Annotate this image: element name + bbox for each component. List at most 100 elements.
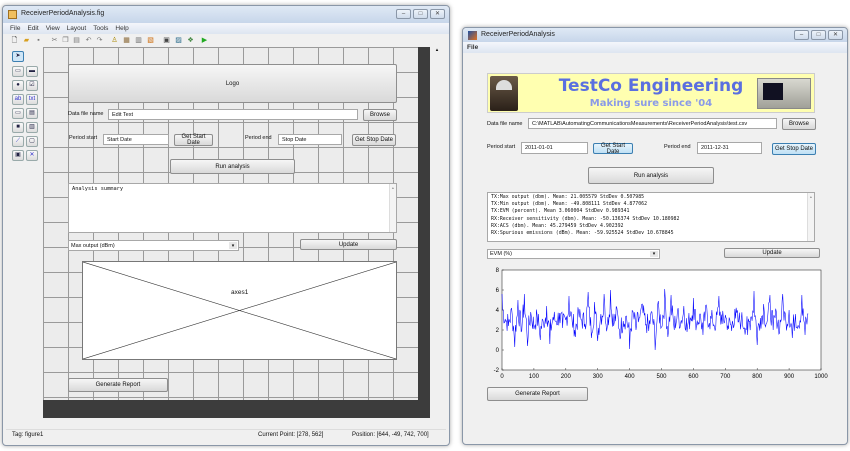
select-icon[interactable]: ➤ <box>12 51 24 62</box>
panel-icon[interactable]: ▢ <box>26 136 38 147</box>
app-generate-report-button[interactable]: Generate Report <box>487 387 588 401</box>
status-tag: Tag: figure1 <box>12 432 44 438</box>
x-tick-label: 500 <box>656 374 667 380</box>
vertical-scrollbar[interactable]: ▴ <box>435 47 439 53</box>
analysis-summary-listbox[interactable]: Analysis summary ▴ <box>68 183 397 233</box>
toolbar-editor-icon[interactable]: ▧ <box>147 37 154 44</box>
app-stop-date-input[interactable]: 2011-12-31 <box>697 142 762 154</box>
logo-banner: TestCo Engineering Making sure since '04 <box>487 73 815 113</box>
app-summary-scrollbar[interactable]: ▴ <box>807 193 814 241</box>
summary-scrollbar[interactable]: ▴ <box>389 184 396 232</box>
axes-placeholder[interactable]: axes1 <box>82 261 397 360</box>
paste-icon[interactable]: ▤ <box>73 37 80 44</box>
undo-icon[interactable]: ↶ <box>85 37 92 44</box>
x-tick-label: 300 <box>593 374 604 380</box>
logo-title: TestCo Engineering <box>558 76 744 96</box>
redo-icon[interactable]: ↷ <box>96 37 103 44</box>
menu-layout[interactable]: Layout <box>66 25 87 32</box>
period-end-label: Period end <box>245 135 272 141</box>
edit-text-icon[interactable]: ab <box>12 94 24 105</box>
toggle-button-icon[interactable]: ■ <box>12 122 24 133</box>
canvas-dark-bottom <box>43 400 430 418</box>
logo-placeholder[interactable]: Logo <box>68 64 397 103</box>
axes-label: axes1 <box>231 289 249 296</box>
get-stop-date-button[interactable]: Get Stop Date <box>352 134 396 146</box>
app-measurement-popup[interactable]: EVM (%) ▾ <box>487 249 660 259</box>
stop-date-input[interactable]: Stop Date <box>278 134 342 145</box>
app-browse-button[interactable]: Browse <box>782 118 816 130</box>
app-menu-file[interactable]: File <box>467 44 479 51</box>
app-start-date-input[interactable]: 2011-01-01 <box>521 142 588 154</box>
table-icon[interactable]: ▥ <box>26 122 38 133</box>
listbox-icon[interactable]: ▤ <box>26 108 38 119</box>
app-popup-value: EVM (%) <box>490 251 512 257</box>
summary-line: RX:Spurious emissions (dBm). Mean: -59.9… <box>491 230 674 237</box>
menu-help[interactable]: Help <box>115 25 129 32</box>
data-file-label: Data file name <box>68 111 104 117</box>
maximize-button[interactable]: □ <box>413 9 428 19</box>
menu-edit[interactable]: Edit <box>27 25 39 32</box>
y-tick-label: 8 <box>496 268 500 274</box>
button-group-icon[interactable]: ▣ <box>12 150 24 161</box>
popup-menu-icon[interactable]: ▭ <box>12 108 24 119</box>
axes-icon[interactable]: ⟋ <box>12 136 24 147</box>
object-browser-icon[interactable]: ❖ <box>187 37 194 44</box>
y-tick-label: -2 <box>494 368 500 374</box>
update-button[interactable]: Update <box>300 239 397 250</box>
activex-icon[interactable]: ✕ <box>26 150 38 161</box>
y-tick-label: 6 <box>496 288 500 294</box>
menu-view[interactable]: View <box>45 25 60 32</box>
measurement-popup[interactable]: Max output (dBm) ▾ <box>68 240 239 251</box>
start-date-input[interactable]: Start Date <box>103 134 169 145</box>
align-icon[interactable]: ♙ <box>111 37 118 44</box>
new-icon[interactable]: 🗋 <box>11 37 18 44</box>
app-menubar: File <box>463 42 847 53</box>
menu-tools[interactable]: Tools <box>93 25 109 32</box>
property-inspector-icon[interactable]: ▨ <box>175 37 182 44</box>
menu-editor-icon[interactable]: ▦ <box>123 37 130 44</box>
checkbox-icon[interactable]: ☑ <box>26 80 38 91</box>
radiobutton-icon[interactable]: ● <box>12 80 24 91</box>
close-button[interactable]: ✕ <box>430 9 445 19</box>
summary-line: TX:Max output (dbm). Mean: 21.005579 Std… <box>491 194 645 200</box>
save-icon[interactable]: ▪ <box>37 37 40 44</box>
app-get-start-date-button[interactable]: Get Start Date <box>593 143 633 155</box>
y-tick-label: 2 <box>496 328 500 334</box>
app-period-start-label: Period start <box>487 144 516 150</box>
app-data-file-label: Data file name <box>487 121 523 127</box>
static-text-icon[interactable]: txt <box>26 94 38 105</box>
chevron-down-icon: ▾ <box>650 251 658 257</box>
data-file-input[interactable]: Edit Text <box>108 109 358 120</box>
tab-order-icon[interactable]: ▥ <box>135 37 142 44</box>
run-icon[interactable]: ▶ <box>201 37 208 44</box>
minimize-button[interactable]: – <box>396 9 411 19</box>
guide-titlebar: ReceiverPeriodAnalysis.fig – □ ✕ <box>3 6 449 23</box>
browse-button[interactable]: Browse <box>363 109 397 121</box>
data-series-line <box>501 288 809 351</box>
pushbutton-icon[interactable]: ▭ <box>12 66 24 77</box>
open-icon[interactable]: ▰ <box>23 37 30 44</box>
summary-line: TX:EVM (percent). Mean 3.060004 StdDev 0… <box>491 208 630 215</box>
copy-icon[interactable]: ❐ <box>62 37 69 44</box>
app-update-button[interactable]: Update <box>724 248 820 258</box>
generate-report-placeholder[interactable]: Generate Report <box>68 378 168 392</box>
app-maximize-button[interactable]: □ <box>811 30 826 40</box>
app-summary-listbox[interactable]: TX:Max output (dbm). Mean: 21.005579 Std… <box>487 192 815 242</box>
cut-icon[interactable]: ✂ <box>51 37 58 44</box>
app-get-stop-date-button[interactable]: Get Stop Date <box>772 143 816 155</box>
run-analysis-button[interactable]: Run analysis <box>170 159 295 174</box>
app-close-button[interactable]: ✕ <box>828 30 843 40</box>
slider-icon[interactable]: ▬ <box>26 66 38 77</box>
status-position: Position: [644, -49, 742, 700] <box>352 432 429 438</box>
app-minimize-button[interactable]: – <box>794 30 809 40</box>
get-start-date-button[interactable]: Get Start Date <box>174 134 213 146</box>
editor-icon[interactable]: ▣ <box>163 37 170 44</box>
app-data-file-input[interactable]: C:\MATLAB\AutomatingCommunicationsMeasur… <box>528 118 777 129</box>
app-titlebar: ReceiverPeriodAnalysis – □ ✕ <box>463 28 847 42</box>
statusbar <box>6 429 446 442</box>
plot-area <box>501 269 822 371</box>
app-run-analysis-button[interactable]: Run analysis <box>588 167 714 184</box>
x-tick-label: 1000 <box>814 374 828 380</box>
menu-file[interactable]: File <box>10 25 21 32</box>
